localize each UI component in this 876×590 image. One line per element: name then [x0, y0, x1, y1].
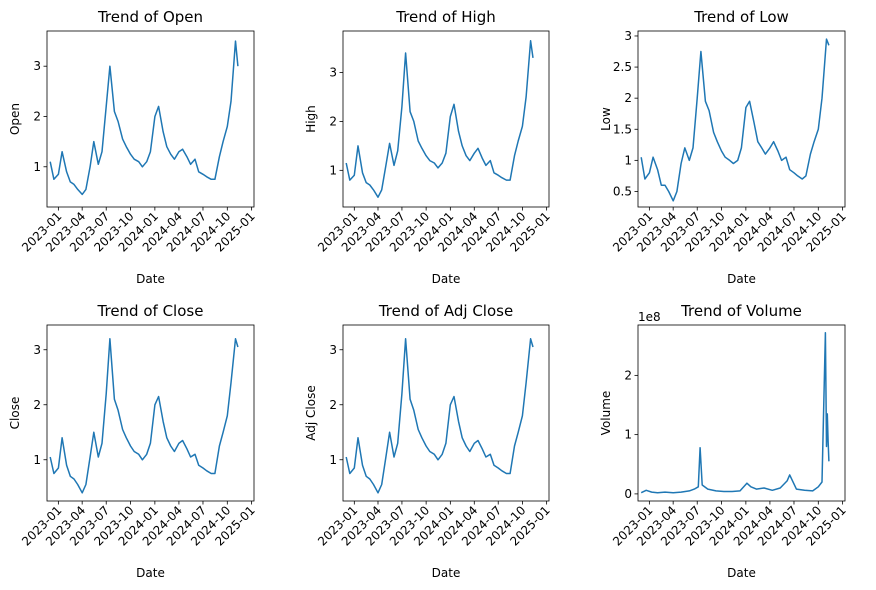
y-tick-label: 2	[329, 398, 337, 412]
chart-title: Trend of Open	[97, 8, 203, 26]
y-axis-label: High	[304, 105, 318, 133]
y-axis-label: Open	[8, 103, 22, 135]
data-line	[345, 338, 534, 494]
x-axis-label: Date	[432, 272, 461, 286]
axes-frame	[342, 324, 550, 502]
y-tick-label: 1	[624, 428, 632, 442]
y-tick-label: 3	[329, 343, 337, 357]
x-axis-label: Date	[136, 272, 165, 286]
y-tick-label: 2.5	[613, 60, 632, 74]
chart-title: Trend of Close	[97, 302, 204, 320]
y-tick-label: 2	[33, 109, 41, 123]
y-axis-label: Volume	[599, 391, 613, 436]
y-axis-label: Close	[8, 397, 22, 430]
y-tick-label: 3	[624, 29, 632, 43]
axes-frame	[342, 30, 550, 208]
y-tick-label: 0.5	[613, 184, 632, 198]
y-tick-label: 2	[33, 398, 41, 412]
chart-panel-2: 1232023-012023-042023-072023-102024-0120…	[304, 8, 553, 286]
y-axis-label: Adj Close	[304, 385, 318, 440]
data-line	[640, 38, 830, 202]
x-axis-label: Date	[727, 566, 756, 580]
chart-panel-1: 1232023-012023-042023-072023-102024-0120…	[8, 8, 258, 286]
y-tick-label: 1	[33, 453, 41, 467]
axes-frame	[46, 324, 255, 502]
data-line	[49, 338, 239, 494]
y-tick-label: 2	[624, 368, 632, 382]
chart-panel-5: 1232023-012023-042023-072023-102024-0120…	[304, 302, 553, 580]
x-axis-label: Date	[727, 272, 756, 286]
axes-frame	[46, 30, 255, 208]
chart-panel-4: 1232023-012023-042023-072023-102024-0120…	[8, 302, 258, 580]
axes-frame	[637, 30, 846, 208]
y-tick-label: 1	[33, 160, 41, 174]
chart-title: Trend of High	[395, 8, 496, 26]
y-tick-label: 3	[329, 66, 337, 80]
y-tick-label: 0	[624, 487, 632, 501]
data-line	[640, 331, 830, 494]
chart-panel-3: 0.511.522.532023-012023-042023-072023-10…	[599, 8, 849, 286]
y-tick-label: 3	[33, 343, 41, 357]
y-tick-label: 3	[33, 59, 41, 73]
y-tick-label: 1	[329, 453, 337, 467]
x-axis-label: Date	[136, 566, 165, 580]
y-tick-label: 1.5	[613, 122, 632, 136]
y-tick-label: 1	[329, 163, 337, 177]
y-tick-label: 2	[329, 114, 337, 128]
y-axis-label: Low	[599, 107, 613, 131]
chart-title: Trend of Volume	[680, 302, 802, 320]
data-line	[345, 40, 534, 198]
y-tick-label: 2	[624, 91, 632, 105]
y-tick-label: 1	[624, 153, 632, 167]
data-line	[49, 40, 239, 196]
chart-panel-6: 0122023-012023-042023-072023-102024-0120…	[599, 302, 849, 580]
chart-title: Trend of Adj Close	[378, 302, 513, 320]
axis-offset-text: 1e8	[638, 310, 661, 324]
chart-title: Trend of Low	[693, 8, 789, 26]
x-axis-label: Date	[432, 566, 461, 580]
axes-frame	[637, 324, 846, 502]
